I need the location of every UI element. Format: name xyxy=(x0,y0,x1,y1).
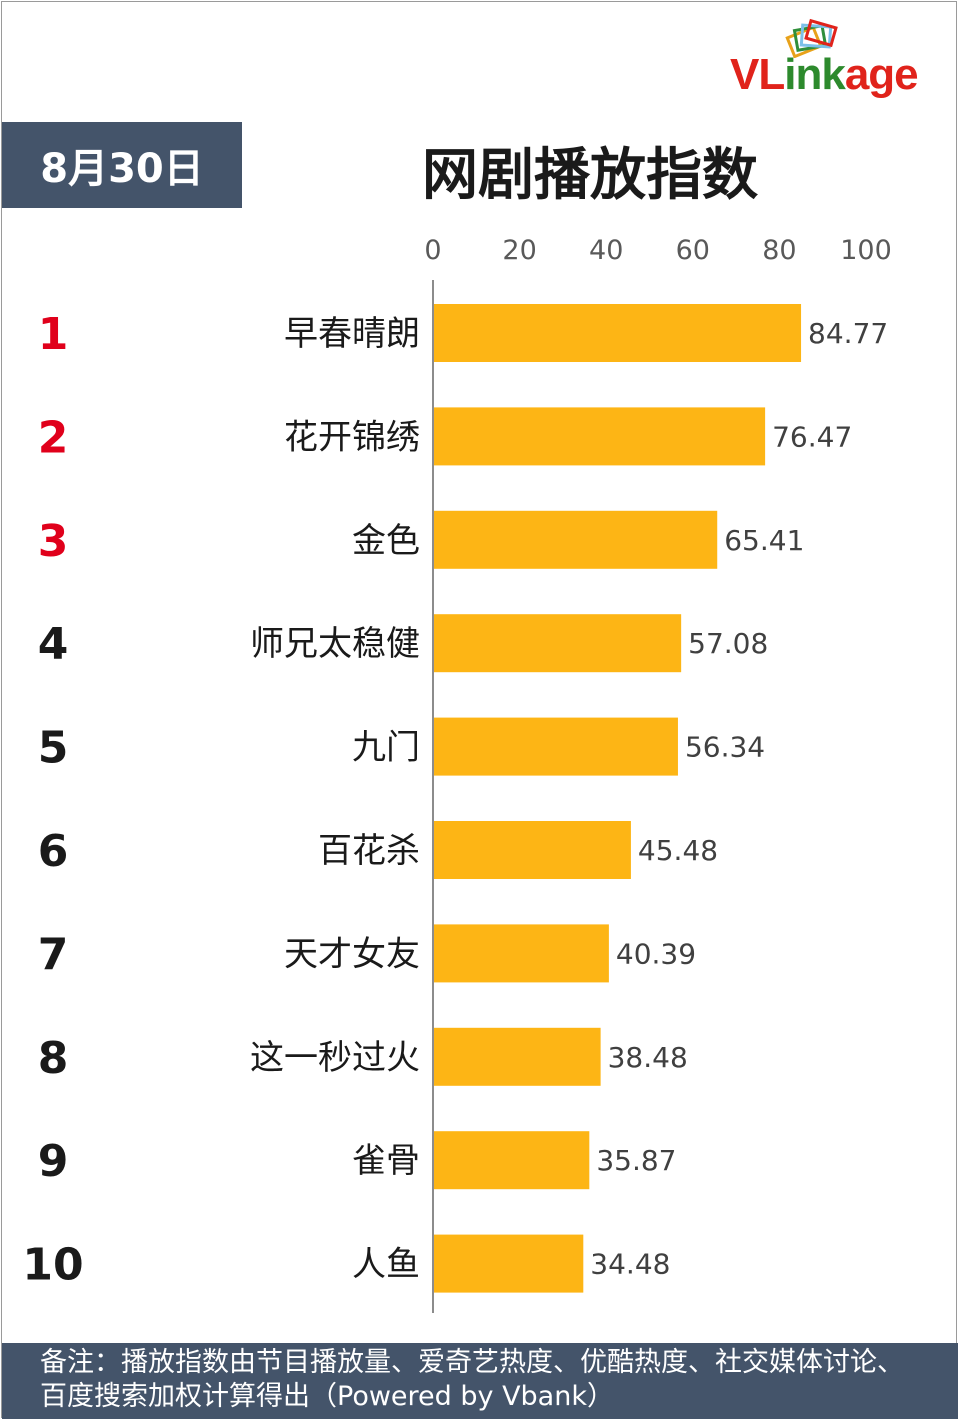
chart-title: 网剧播放指数 xyxy=(422,143,758,208)
rank-number: 5 xyxy=(38,723,69,774)
category-label: 九门 xyxy=(352,728,420,768)
rank-number: 2 xyxy=(38,412,69,463)
data-label: 35.87 xyxy=(596,1144,676,1177)
x-tick-label: 60 xyxy=(676,235,710,266)
data-label: 56.34 xyxy=(685,731,765,764)
category-label: 天才女友 xyxy=(284,934,420,974)
data-label: 76.47 xyxy=(772,420,852,453)
data-label: 40.39 xyxy=(616,937,696,970)
x-tick-label: 20 xyxy=(502,235,536,266)
rank-number: 6 xyxy=(38,826,69,877)
data-label: 38.48 xyxy=(608,1041,688,1074)
x-tick-label: 40 xyxy=(589,235,623,266)
data-label: 45.48 xyxy=(638,834,718,867)
rank-number: 8 xyxy=(38,1033,69,1084)
bar xyxy=(434,614,682,673)
data-label: 84.77 xyxy=(808,317,888,350)
category-label: 花开锦绣 xyxy=(284,417,420,457)
rank-number: 10 xyxy=(22,1240,83,1291)
bar xyxy=(434,407,766,466)
x-tick-label: 100 xyxy=(840,235,892,266)
bar xyxy=(434,821,631,879)
category-label: 早春晴朗 xyxy=(284,314,420,354)
rank-number: 7 xyxy=(38,929,69,980)
category-label: 这一秒过火 xyxy=(250,1038,420,1078)
x-tick-label: 80 xyxy=(762,235,796,266)
bar xyxy=(434,510,718,569)
vlinkage-logo: VLinkage xyxy=(730,18,954,104)
category-label: 人鱼 xyxy=(352,1245,420,1285)
category-label: 雀骨 xyxy=(352,1141,420,1181)
bar xyxy=(434,304,802,362)
rank-number: 3 xyxy=(38,516,69,567)
bar xyxy=(434,717,678,776)
bar-chart: 0 20 40 60 80 100 84.77 早春晴朗 1 76.47 花开锦绣 2 65.41 金色 3… xyxy=(22,235,892,1313)
category-label: 师兄太稳健 xyxy=(250,624,420,664)
data-label: 65.41 xyxy=(724,524,804,557)
rank-number: 1 xyxy=(38,309,69,360)
bar xyxy=(434,1234,584,1293)
logo-wordmark: VLinkage xyxy=(730,50,919,99)
x-tick-label: 0 xyxy=(424,235,441,266)
logo-cards-icon xyxy=(785,18,838,58)
bar xyxy=(434,924,609,983)
bar xyxy=(434,1027,601,1086)
date-badge: 8月30日 xyxy=(2,122,242,208)
data-label: 57.08 xyxy=(688,627,768,660)
category-label: 金色 xyxy=(352,521,420,561)
rank-number: 9 xyxy=(38,1136,69,1187)
rank-number: 4 xyxy=(38,619,69,670)
bar xyxy=(434,1131,590,1190)
footnote: 备注：播放指数由节目播放量、爱奇艺热度、优酷热度、社交媒体讨论、百度搜索加权计算… xyxy=(2,1343,958,1419)
category-label: 百花杀 xyxy=(318,831,420,871)
data-label: 34.48 xyxy=(590,1248,670,1281)
